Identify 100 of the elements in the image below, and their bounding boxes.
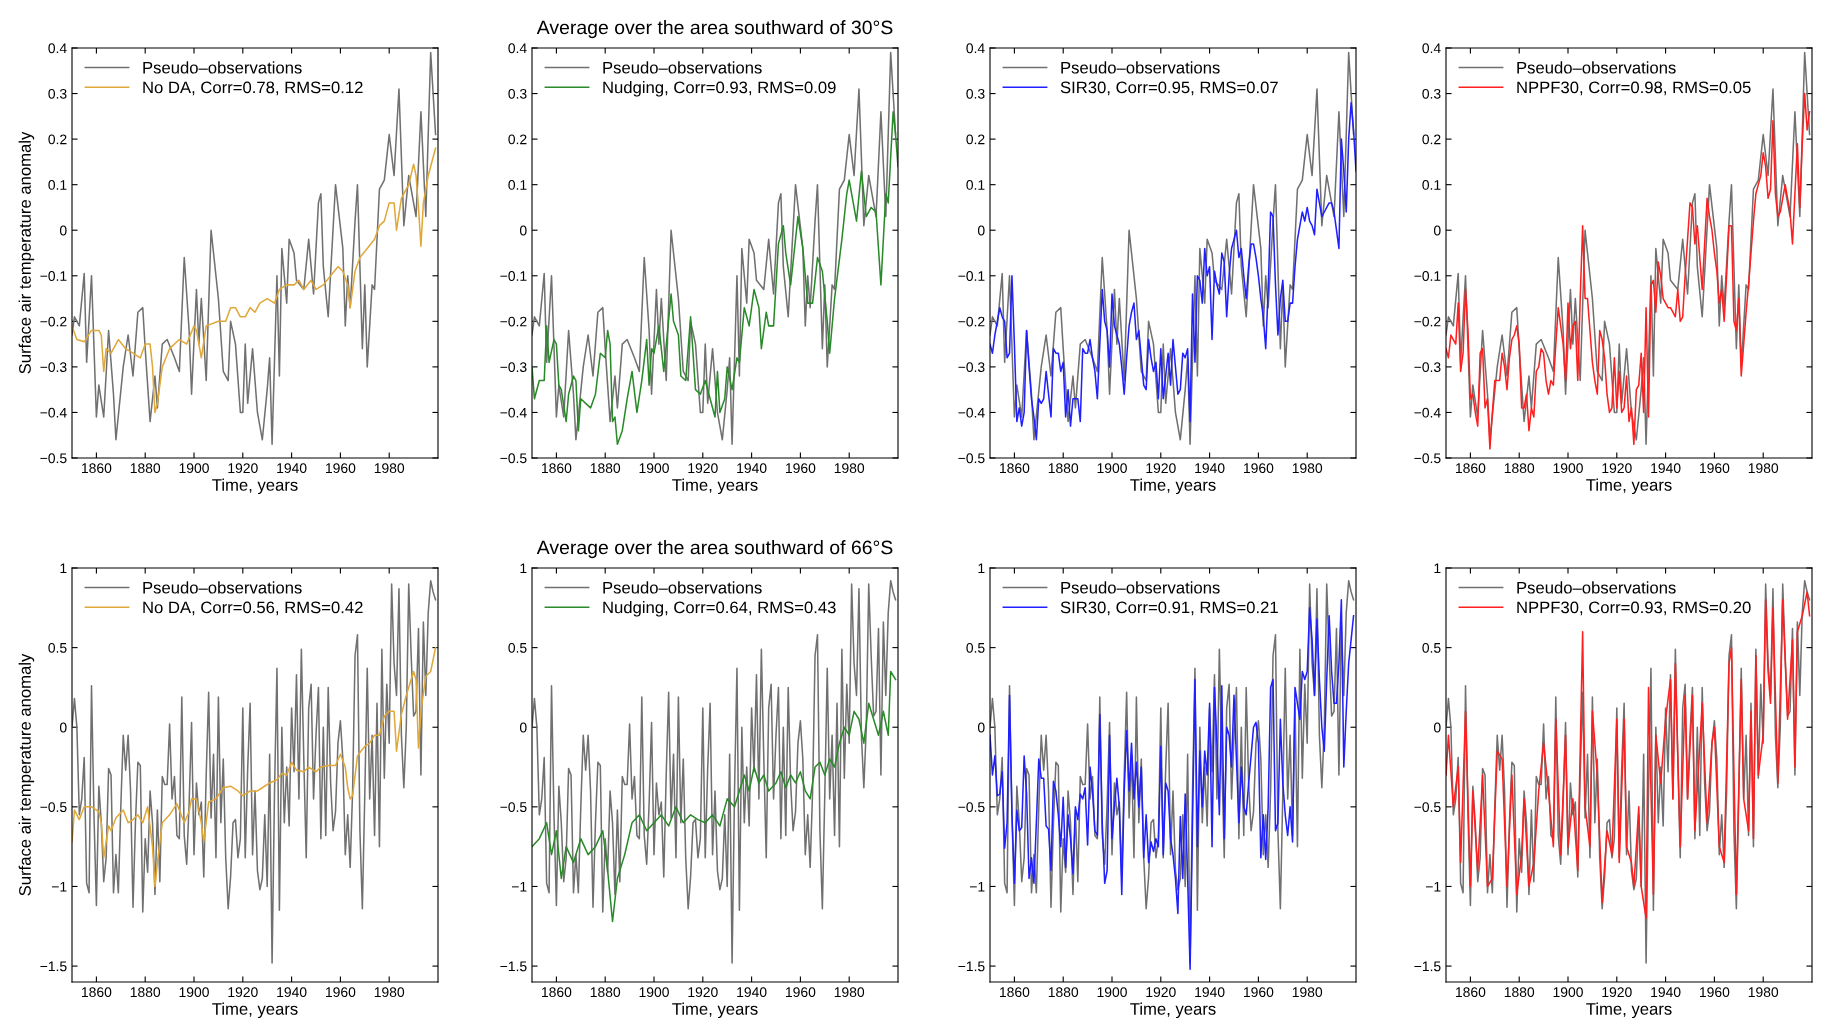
legend-label: Pseudo–observations [603,61,762,74]
y-tick-label: −0.5 [40,802,67,813]
y-tick-label: −1.5 [958,961,985,972]
y-tick-label: −1 [511,881,527,892]
y-tick-label: −0.5 [958,802,985,813]
x-tick-label: 1960 [1700,987,1730,998]
y-tick-label: 0 [519,722,527,733]
y-tick-label: −0.2 [958,316,985,327]
legend-label: Pseudo–observations [1061,581,1220,594]
x-tick-label: 1980 [834,463,865,474]
y-tick-label: 0.5 [48,642,67,653]
x-tick-label: 1920 [688,987,718,998]
x-tick-label: 1860 [1456,987,1486,998]
x-tick-label: 1940 [1651,463,1681,474]
x-tick-label: 1920 [1146,987,1176,998]
x-tick-label: 1980 [834,987,865,998]
line-series [532,670,897,923]
line-series [72,579,437,964]
x-tick-label: 1940 [737,987,767,998]
y-tick-label: −0.4 [958,407,985,418]
y-axis-title: Surface air temperature anomaly [18,653,35,896]
x-tick-label: 1860 [542,987,572,998]
x-axis-title: Time, years [1130,1002,1216,1019]
y-tick-label: −0.1 [40,271,67,281]
y-tick-label: −1 [969,881,985,892]
x-tick-label: 1940 [277,463,307,474]
y-tick-label: 0.4 [1422,43,1441,54]
x-tick-label: 1960 [1700,463,1730,474]
y-tick-label: −0.5 [500,802,527,813]
y-tick-label: −0.4 [1414,407,1441,418]
y-tick-label: 0.2 [966,134,985,145]
y-tick-label: 0 [519,225,527,236]
x-tick-label: 1880 [1048,987,1079,998]
x-tick-label: 1920 [228,463,258,474]
x-tick-label: 1920 [688,463,718,474]
x-axis-title: Time, years [212,1002,298,1019]
legend-label: No DA, Corr=0.56, RMS=0.42 [143,601,363,616]
x-tick-label: 1980 [1748,987,1779,998]
y-tick-label: −1.5 [500,961,527,972]
y-tick-label: 0.4 [48,43,67,54]
y-tick-label: 1 [978,563,985,574]
x-tick-label: 1900 [639,987,669,998]
x-tick-label: 1960 [1244,463,1274,474]
legend-label: Pseudo–observations [143,581,302,594]
y-tick-label: −0.3 [1414,362,1441,373]
y-tick-label: −0.4 [500,407,527,418]
legend-label: NPPF30, Corr=0.98, RMS=0.05 [1517,81,1751,96]
x-tick-label: 1940 [277,987,307,998]
x-tick-label: 1860 [1456,463,1486,474]
x-tick-label: 1960 [1244,987,1274,998]
y-tick-label: 0.2 [48,134,67,145]
legend-label: Pseudo–observations [603,581,762,594]
y-tick-label: 0 [977,722,985,733]
line-series [72,51,437,446]
y-tick-label: 0 [59,225,67,236]
y-tick-label: −0.2 [40,316,67,327]
line-series [532,579,897,964]
x-tick-label: 1920 [1146,463,1176,474]
y-tick-label: 0 [1433,225,1441,236]
x-tick-label: 1880 [1504,987,1535,998]
x-tick-label: 1920 [228,987,258,998]
legend-label: Nudging, Corr=0.64, RMS=0.43 [603,601,836,617]
y-tick-label: −0.3 [958,362,985,373]
x-tick-label: 1880 [130,987,161,998]
x-tick-label: 1900 [1553,987,1583,998]
y-tick-label: 0.5 [508,642,527,653]
x-tick-label: 1880 [1048,463,1079,474]
line-series [72,646,437,888]
x-tick-label: 1980 [374,987,405,998]
chart-title: Average over the area southward of 30°S [536,20,893,39]
x-tick-label: 1920 [1602,463,1632,474]
line-series [72,147,437,414]
x-tick-label: 1960 [326,463,356,474]
y-tick-label: 1 [1434,563,1441,574]
legend-label: SIR30, Corr=0.91, RMS=0.21 [1060,601,1278,616]
y-tick-label: −0.3 [40,362,67,373]
x-tick-label: 1980 [1748,463,1779,474]
y-tick-label: 1 [60,563,67,574]
x-axis-title: Time, years [1586,478,1672,495]
x-tick-label: 1880 [590,987,621,998]
y-tick-label: −0.5 [958,453,985,464]
x-tick-label: 1900 [639,463,669,474]
y-tick-label: 0.5 [966,642,985,653]
y-tick-label: 0.2 [508,134,527,145]
legend-label: No DA, Corr=0.78, RMS=0.12 [143,81,363,96]
x-tick-label: 1900 [1097,463,1127,474]
y-tick-label: 0.3 [966,88,985,99]
y-tick-label: 0.4 [508,43,527,54]
x-axis-title: Time, years [1586,1002,1672,1019]
y-tick-label: −0.5 [500,453,527,464]
y-tick-label: 0.1 [48,180,67,190]
y-tick-label: 0.4 [966,43,985,54]
y-tick-label: −0.5 [1414,453,1441,464]
x-tick-label: 1880 [590,463,621,474]
y-tick-label: −1 [51,881,67,892]
y-tick-label: 0.3 [1422,88,1441,99]
line-series [532,51,897,446]
x-tick-label: 1960 [786,463,816,474]
x-tick-label: 1940 [737,463,767,474]
y-tick-label: −0.2 [1414,316,1441,327]
